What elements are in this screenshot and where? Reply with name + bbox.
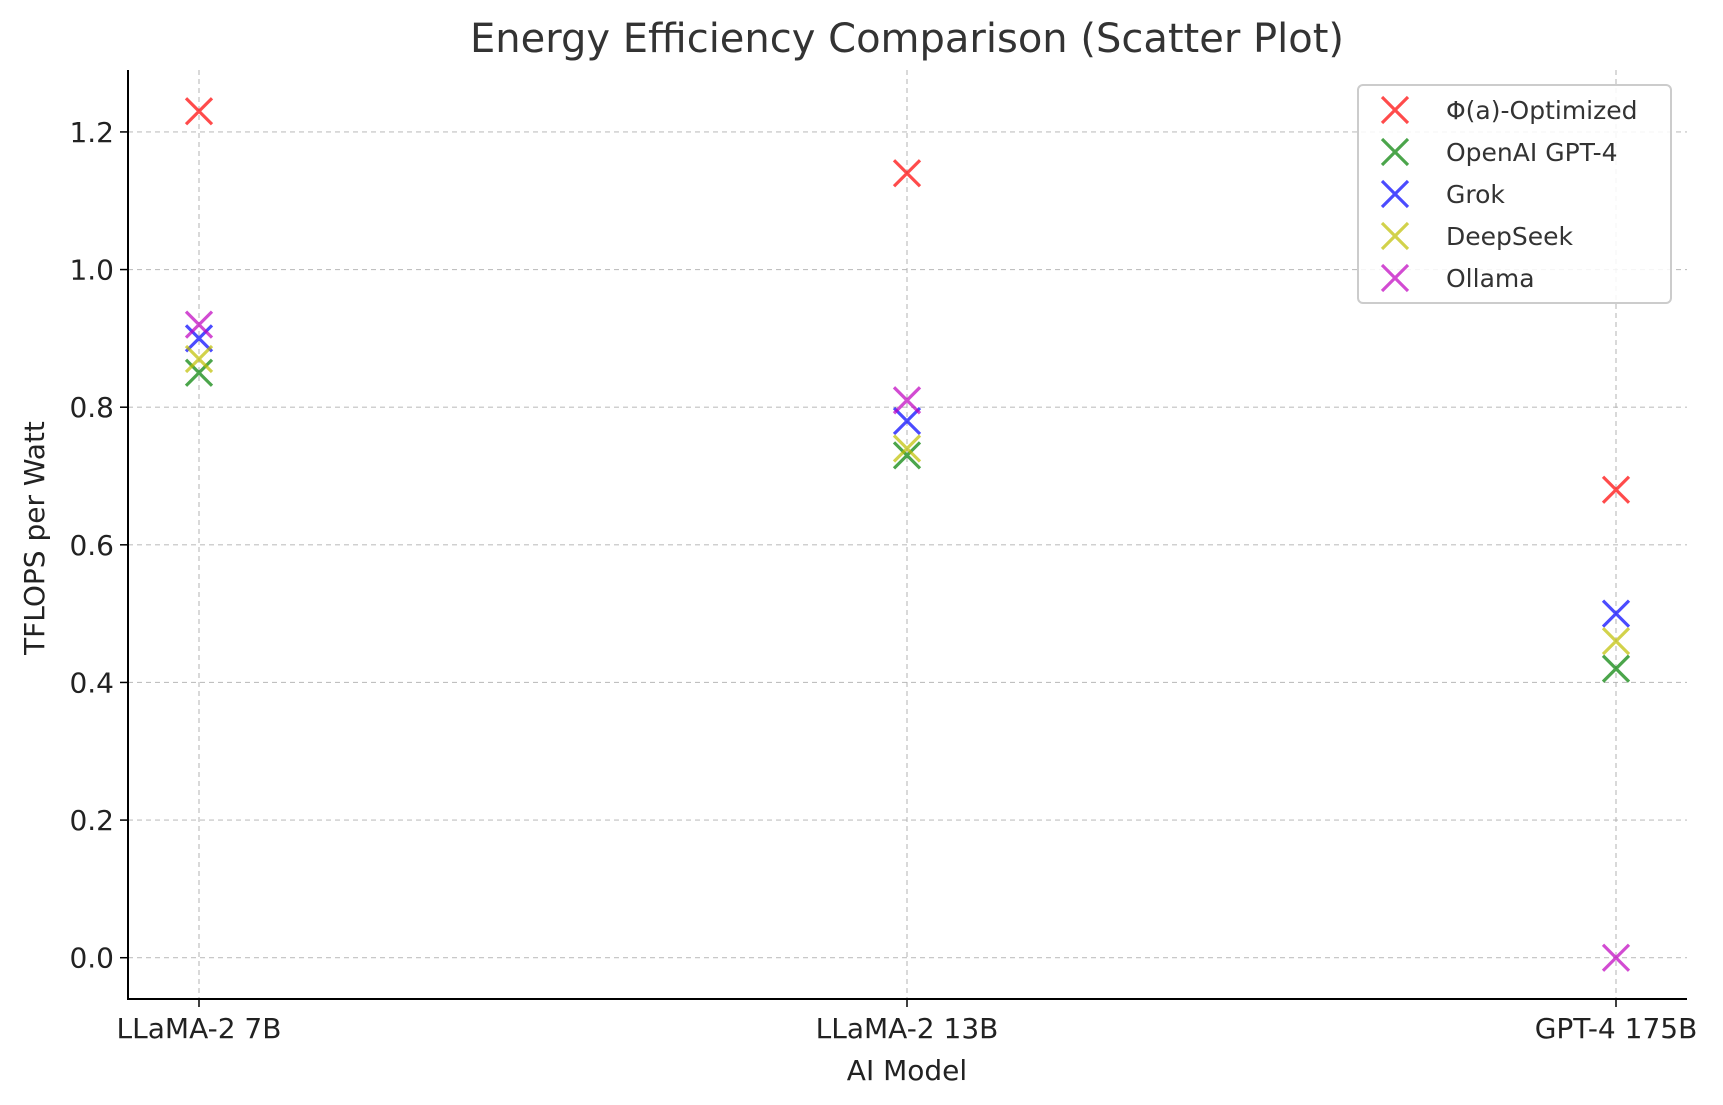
legend-marker: [1380, 179, 1410, 209]
y-axis-ticks: 0.0 0.2 0.4 0.6 0.8 1.0 1.2: [69, 116, 128, 975]
y-tick-label: 1.2: [69, 116, 114, 149]
legend-marker: [1380, 137, 1410, 167]
axis-spines: [127, 70, 1687, 1000]
data-point: [184, 358, 214, 387]
chart-title: Energy Efficiency Comparison (Scatter Pl…: [470, 16, 1344, 62]
y-tick-label: 0.8: [69, 391, 114, 424]
legend-item: DeepSeek: [1380, 221, 1574, 251]
legend-label: Ollama: [1446, 264, 1535, 293]
legend-label: Φ(a)-Optimized: [1446, 96, 1638, 125]
legend-box: [1357, 84, 1672, 304]
data-point: [1601, 599, 1631, 628]
data-point: [1601, 943, 1631, 972]
x-axis-label: AI Model: [847, 1054, 967, 1087]
legend: Φ(a)-Optimized OpenAI GPT-4 Grok DeepSeek Ol…: [1357, 84, 1672, 304]
data-point: [184, 310, 214, 339]
legend-marker: [1380, 95, 1410, 125]
y-tick-label: 0.2: [69, 804, 114, 837]
data-point: [892, 159, 922, 188]
legend-label: Grok: [1446, 180, 1505, 209]
legend-item: OpenAI GPT-4: [1380, 137, 1618, 167]
y-tick-label: 0.4: [69, 666, 114, 699]
y-tick-label: 0.6: [69, 529, 114, 562]
data-point: [184, 97, 214, 126]
y-axis-label: TFLOPS per Watt: [18, 421, 51, 656]
x-tick-label: GPT-4 175B: [1535, 1012, 1698, 1045]
data-point: [892, 441, 922, 470]
x-tick-label: LLaMA-2 7B: [117, 1012, 282, 1045]
data-point: [184, 324, 214, 353]
legend-item: Grok: [1380, 179, 1505, 209]
data-point: [892, 406, 922, 436]
legend-label: OpenAI GPT-4: [1446, 138, 1618, 167]
data-point: [892, 434, 922, 463]
legend-marker: [1380, 263, 1410, 293]
legend-marker: [1380, 221, 1410, 251]
x-axis-ticks: LLaMA-2 7B LLaMA-2 13B GPT-4 175B: [117, 999, 1698, 1045]
data-point: [1601, 654, 1631, 683]
data-points: [184, 97, 1631, 972]
legend-item: Ollama: [1380, 263, 1535, 293]
legend-label: DeepSeek: [1446, 222, 1574, 251]
data-point: [184, 344, 214, 374]
y-tick-label: 0.0: [69, 942, 114, 975]
data-point: [892, 386, 922, 415]
data-point: [1601, 475, 1631, 504]
y-tick-label: 1.0: [69, 254, 114, 287]
x-tick-label: LLaMA-2 13B: [816, 1012, 999, 1045]
legend-item: Φ(a)-Optimized: [1380, 95, 1638, 125]
data-point: [1601, 627, 1631, 656]
